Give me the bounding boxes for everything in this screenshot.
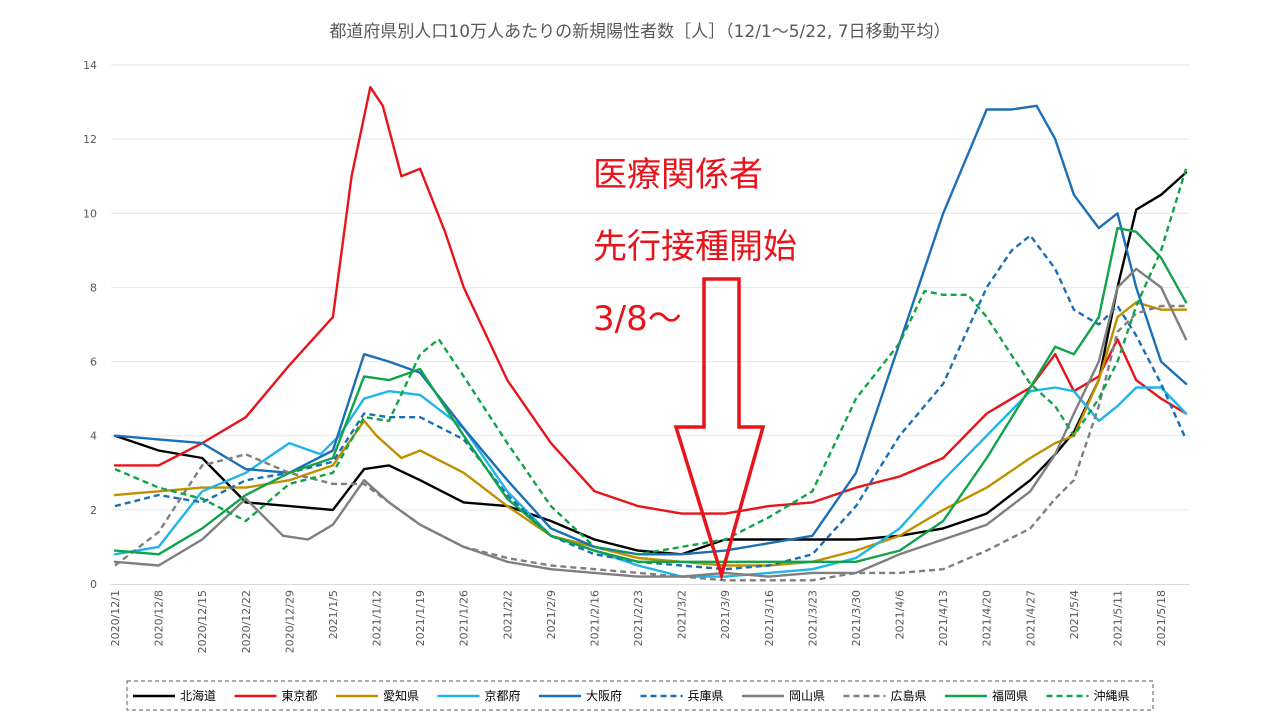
x-tick-label: 2020/12/29 (283, 590, 296, 653)
legend-label: 兵庫県 (688, 689, 724, 703)
series-line-0 (113, 171, 1188, 556)
x-tick-label: 2021/1/12 (371, 590, 384, 646)
y-tick-label: 14 (83, 59, 97, 72)
x-tick-label: 2021/2/16 (588, 590, 601, 646)
legend-label: 北海道 (180, 688, 216, 703)
series-line-9 (114, 168, 1188, 556)
x-tick-label: 2021/2/9 (545, 590, 558, 639)
x-tick-label: 2021/4/20 (981, 590, 994, 646)
x-tick-label: 2021/4/27 (1024, 590, 1037, 646)
x-tick-label: 2021/4/13 (937, 590, 950, 646)
y-tick-label: 12 (83, 133, 97, 146)
y-tick-label: 6 (90, 356, 97, 369)
x-tick-label: 2021/5/11 (1112, 590, 1125, 646)
x-tick-label: 2021/5/4 (1068, 590, 1081, 639)
series-line-5 (114, 234, 1188, 571)
legend-label: 広島県 (891, 688, 927, 703)
x-tick-label: 2021/3/16 (763, 590, 776, 646)
y-tick-label: 0 (90, 578, 97, 591)
x-tick-label: 2021/1/26 (458, 590, 471, 646)
series-line-1 (113, 85, 1188, 515)
x-tick-label: 2021/3/30 (850, 590, 863, 646)
x-tick-label: 2020/12/8 (153, 590, 166, 646)
series-lines (113, 85, 1188, 582)
legend: 北海道 東京都 愛知県 京都府 大阪府 兵庫県 岡山県 広島県 福岡県 沖縄県 (133, 688, 1130, 703)
legend-label: 東京都 (282, 689, 318, 703)
x-tick-label: 2021/2/23 (632, 590, 645, 646)
x-tick-label: 2021/4/6 (894, 590, 907, 639)
x-tick-label: 2020/12/22 (240, 590, 253, 653)
y-tick-label: 10 (83, 207, 97, 220)
x-tick-label: 2021/1/19 (414, 590, 427, 646)
y-tick-label: 8 (90, 281, 97, 294)
y-axis-ticks: 0 2 4 6 8 10 12 14 (83, 59, 97, 591)
x-tick-label: 2020/12/15 (196, 590, 209, 653)
x-tick-label: 2021/2/2 (501, 590, 514, 639)
legend-label: 沖縄県 (1094, 688, 1130, 703)
x-tick-label: 2020/12/1 (109, 590, 122, 646)
annotation-line-1: 医療関係者 (593, 155, 763, 195)
legend-label: 岡山県 (789, 689, 825, 703)
series-line-4 (113, 104, 1188, 556)
annotation-line-3: 3/8〜 (593, 299, 682, 339)
series-line-8 (113, 226, 1188, 563)
x-tick-label: 2021/5/18 (1155, 590, 1168, 646)
legend-label: 愛知県 (383, 689, 419, 703)
x-tick-label: 2021/1/5 (327, 590, 340, 639)
y-tick-label: 2 (90, 504, 97, 517)
legend-label: 大阪府 (586, 688, 622, 703)
legend-label: 福岡県 (992, 688, 1028, 703)
legend-label: 京都府 (485, 688, 521, 703)
down-arrow (673, 277, 766, 582)
x-tick-label: 2021/3/2 (676, 590, 689, 639)
x-axis-ticks: 2020/12/1 2020/12/8 2020/12/15 2020/12/22 20… (109, 590, 1168, 653)
x-tick-label: 2021/3/23 (806, 590, 819, 646)
chart-title: 都道府県別人口10万人あたりの新規陽性者数［人］（12/1〜5/22, 7日移動… (329, 22, 950, 42)
series-line-2 (113, 301, 1188, 567)
annotation-line-2: 先行接種開始 (593, 227, 797, 267)
y-tick-label: 4 (90, 430, 97, 443)
series-line-7 (114, 304, 1186, 582)
x-tick-label: 2021/3/9 (719, 590, 732, 639)
gridlines (111, 64, 1190, 511)
